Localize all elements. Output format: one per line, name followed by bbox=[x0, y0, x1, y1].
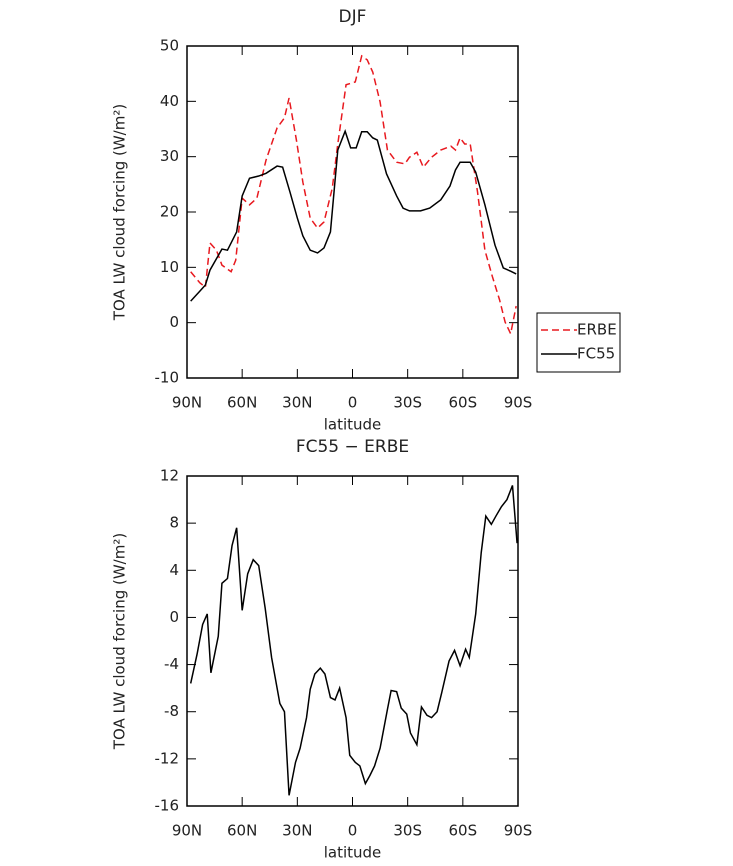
x-tick-label: 30S bbox=[393, 822, 422, 840]
y-tick-label: -16 bbox=[155, 797, 180, 815]
y-tick-label: -8 bbox=[164, 702, 179, 720]
y-tick-label: 10 bbox=[160, 258, 179, 276]
x-tick-label: 90S bbox=[504, 822, 533, 840]
plot-frame bbox=[186, 475, 519, 807]
data-line bbox=[190, 54, 517, 337]
x-tick-label: 30S bbox=[393, 394, 422, 412]
x-axis-label: latitude bbox=[324, 416, 382, 434]
legend-label: ERBE bbox=[577, 321, 617, 339]
data-line bbox=[190, 129, 517, 302]
y-tick-label: -10 bbox=[155, 369, 180, 387]
plot-frame bbox=[186, 45, 519, 379]
y-axis-label: TOA LW cloud forcing (W/m²) bbox=[111, 533, 129, 750]
y-tick-label: 0 bbox=[169, 313, 179, 331]
x-tick-label: 0 bbox=[348, 394, 358, 412]
y-tick-label: 12 bbox=[160, 467, 179, 485]
y-tick-label: -4 bbox=[164, 655, 179, 673]
x-tick-label: 90S bbox=[504, 394, 533, 412]
x-tick-label: 90N bbox=[172, 822, 202, 840]
x-tick-label: 90N bbox=[172, 394, 202, 412]
x-tick-label: 30N bbox=[282, 394, 312, 412]
x-tick-label: 30N bbox=[282, 822, 312, 840]
x-tick-label: 60S bbox=[449, 822, 478, 840]
y-axis-label: TOA LW cloud forcing (W/m²) bbox=[111, 104, 129, 321]
y-tick-label: 40 bbox=[160, 92, 179, 110]
y-tick-label: 30 bbox=[160, 147, 179, 165]
y-tick-label: 8 bbox=[169, 514, 179, 532]
x-tick-label: 60S bbox=[449, 394, 478, 412]
y-tick-label: 50 bbox=[160, 37, 179, 55]
legend-label: FC55 bbox=[577, 345, 615, 363]
y-tick-label: -12 bbox=[155, 749, 180, 767]
x-tick-label: 60N bbox=[227, 394, 257, 412]
y-tick-label: 4 bbox=[169, 561, 179, 579]
x-axis-label: latitude bbox=[324, 844, 382, 862]
y-tick-label: 0 bbox=[169, 608, 179, 626]
x-tick-label: 60N bbox=[227, 822, 257, 840]
legend-box bbox=[536, 312, 621, 373]
chart-title: FC55 − ERBE bbox=[296, 437, 409, 457]
x-tick-label: 0 bbox=[348, 822, 358, 840]
data-line bbox=[189, 485, 518, 796]
chart-title: DJF bbox=[339, 7, 367, 27]
y-tick-label: 20 bbox=[160, 203, 179, 221]
